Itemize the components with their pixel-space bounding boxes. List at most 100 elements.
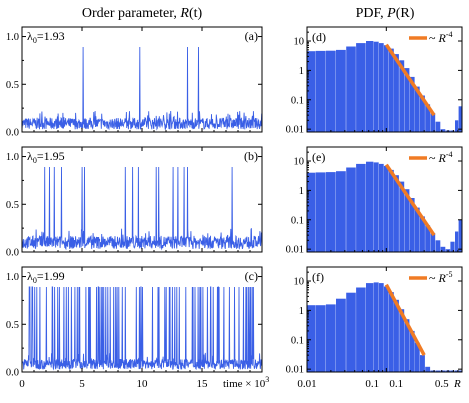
x-axis-label-time: time × 103 bbox=[223, 375, 269, 390]
histogram-bar-f bbox=[366, 283, 374, 372]
x-tick-label-f: 0.5 bbox=[435, 378, 449, 390]
x-tick-label-f: 0.01 bbox=[297, 378, 316, 390]
histogram-bar-d bbox=[450, 130, 455, 132]
histogram-bar-d bbox=[388, 48, 394, 132]
x-tick-label-c: 10 bbox=[137, 378, 149, 390]
panel-a-time-series: 0.0 0.5 1.0 λ0=1.93 (a) bbox=[6, 26, 263, 139]
histogram-bar-f bbox=[383, 286, 389, 372]
histogram-bar-d bbox=[455, 120, 459, 132]
histogram-bar-d bbox=[420, 95, 425, 132]
histogram-bar-d bbox=[458, 106, 462, 132]
y-tick-label-a: 0.5 bbox=[6, 80, 19, 91]
histogram-bar-d bbox=[440, 129, 446, 132]
y-tick-label-c: 0.5 bbox=[6, 320, 19, 331]
y-tick-label-f: 0.1 bbox=[291, 335, 304, 346]
panel-b-time-series: 0.0 0.5 1.0 λ0=1.95 (b) bbox=[6, 146, 263, 259]
panel-label-e: (e) bbox=[312, 150, 325, 164]
x-tick-label-c: 5 bbox=[79, 378, 85, 390]
histogram-bar-e bbox=[346, 167, 356, 252]
y-tick-label-a: 1.0 bbox=[6, 32, 19, 43]
histogram-bar-d bbox=[346, 46, 356, 132]
panel-label-f: (f) bbox=[312, 270, 324, 284]
panel-e-pdf: 0.01 0.1 1 10 ~ R-4 (e) bbox=[286, 146, 463, 256]
histogram-bar-f bbox=[425, 366, 431, 372]
histogram-bar-f bbox=[435, 370, 441, 372]
y-tick-label-f: 10 bbox=[294, 277, 305, 288]
y-tick-label-a: 0.0 bbox=[6, 128, 19, 139]
x-tick-label-f: 0.1 bbox=[365, 378, 379, 390]
x-tick-label-c: 15 bbox=[197, 378, 209, 390]
histogram-bar-e bbox=[440, 246, 446, 252]
y-tick-label-d: 1 bbox=[299, 66, 304, 77]
y-tick-label-e: 0.01 bbox=[286, 245, 304, 256]
fit-line-f bbox=[384, 283, 426, 356]
y-tick-label-d: 10 bbox=[294, 37, 305, 48]
histogram-bar-e bbox=[307, 172, 316, 252]
x-axis-label-f: R bbox=[453, 378, 461, 390]
legend-text-d: ~ R-4 bbox=[429, 30, 453, 45]
lambda-label-c: λ0=1.99 bbox=[27, 269, 65, 285]
legend-text-f: ~ R-5 bbox=[429, 270, 453, 285]
histogram-bar-d bbox=[373, 41, 379, 133]
histogram-bar-e bbox=[420, 216, 425, 252]
right-column-title: PDF, P(R) bbox=[356, 6, 415, 21]
histogram-bar-e bbox=[366, 161, 374, 252]
histogram-bar-f bbox=[458, 370, 462, 372]
histogram-bar-d bbox=[336, 49, 346, 132]
x-tick-label-c: 0 bbox=[19, 378, 25, 390]
histogram-bar-d bbox=[379, 43, 384, 132]
histogram-bar-f bbox=[455, 370, 459, 372]
histogram-bar-e bbox=[455, 231, 459, 252]
y-tick-label-b: 1.0 bbox=[6, 152, 19, 163]
histogram-bar-f bbox=[315, 305, 326, 372]
histogram-bar-e bbox=[450, 241, 455, 252]
histogram-bar-e bbox=[379, 163, 384, 252]
panel-label-b: (b) bbox=[244, 149, 258, 163]
panel-c-time-series: 0.0 0.5 1.0 0 5 10 15 λ0=1.99 (c) time × 103 bbox=[6, 266, 269, 390]
y-tick-label-d: 0.1 bbox=[291, 95, 304, 106]
histogram-bar-d bbox=[325, 50, 336, 133]
histogram-bar-e bbox=[388, 169, 394, 252]
histogram-bar-f bbox=[388, 292, 394, 372]
panel-f-pdf: 0.01 0.1 1 10 ~ R-5 (f) 0.01 0.1 0.1 0.5 R bbox=[286, 266, 463, 390]
histogram-bar-f bbox=[420, 355, 425, 372]
histogram-bar-d bbox=[404, 68, 410, 132]
y-tick-label-c: 1.0 bbox=[6, 272, 19, 283]
histogram-bar-e bbox=[435, 240, 441, 252]
histogram-bar-f bbox=[399, 309, 405, 372]
histogram-bar-d bbox=[409, 76, 415, 132]
lambda-label-b: λ0=1.95 bbox=[27, 149, 65, 165]
y-tick-label-d: 0.01 bbox=[286, 125, 304, 136]
histogram-bar-e bbox=[373, 162, 379, 252]
histogram-bar-f bbox=[409, 330, 415, 372]
histogram-bar-e bbox=[315, 172, 326, 252]
histogram-bar-f bbox=[307, 305, 316, 372]
lambda-label-a: λ0=1.93 bbox=[27, 29, 65, 45]
panel-d-pdf: 0.01 0.1 1 10 ~ R-4 (d) bbox=[286, 26, 463, 136]
fit-line-d bbox=[384, 43, 436, 117]
histogram-bar-f bbox=[394, 299, 399, 372]
histogram-bar-d bbox=[414, 86, 420, 132]
histogram-bar-f bbox=[430, 370, 436, 372]
histogram-bar-e bbox=[430, 233, 436, 252]
histogram-bar-f bbox=[414, 342, 420, 372]
histogram-bar-f bbox=[440, 370, 446, 372]
histogram-bar-e bbox=[458, 219, 462, 252]
histogram-bar-f bbox=[373, 282, 379, 372]
histogram-bar-f bbox=[450, 370, 455, 372]
histogram-bar-e bbox=[356, 163, 366, 252]
histogram-bar-d bbox=[315, 50, 326, 132]
histogram-bar-e bbox=[404, 189, 410, 252]
histogram-bar-e bbox=[399, 181, 405, 252]
panel-label-c: (c) bbox=[245, 269, 258, 283]
series-line-b bbox=[21, 166, 263, 251]
x-tick-label-f: 0.1 bbox=[389, 378, 403, 390]
histogram-bar-e bbox=[409, 198, 415, 252]
histogram-bar-d bbox=[356, 43, 366, 132]
histogram-bar-f bbox=[325, 304, 336, 372]
histogram-bar-d bbox=[366, 41, 374, 132]
series-line-a bbox=[21, 46, 263, 131]
histogram-bar-e bbox=[394, 175, 399, 252]
y-tick-label-f: 1 bbox=[299, 306, 304, 317]
